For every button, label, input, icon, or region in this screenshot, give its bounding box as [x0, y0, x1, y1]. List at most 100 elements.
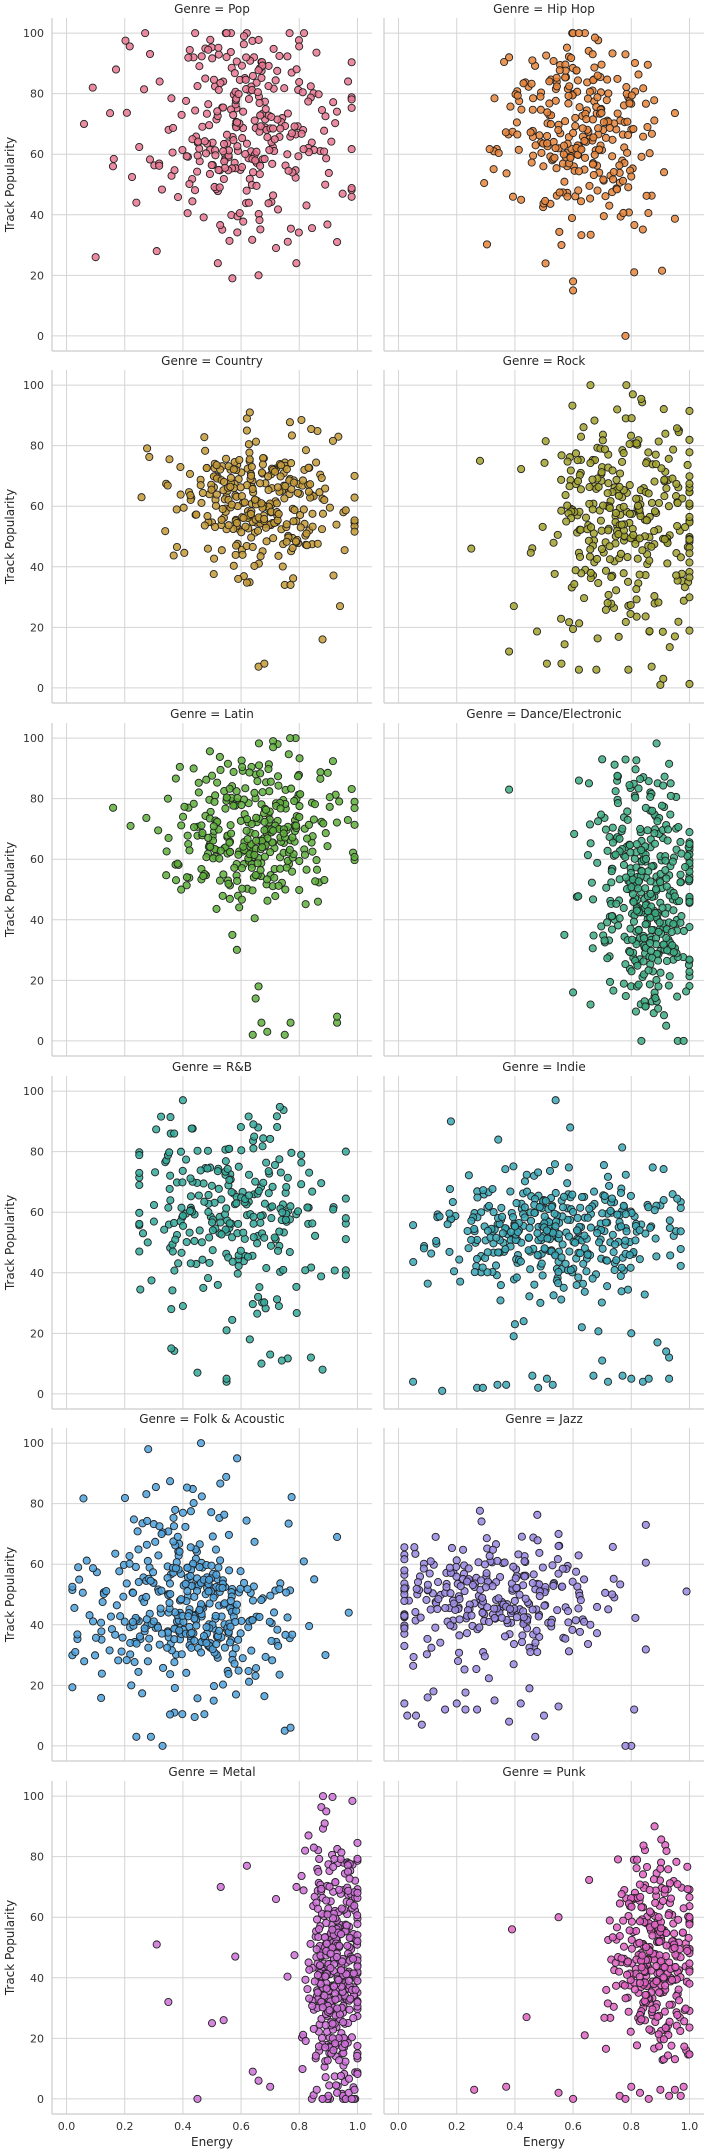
- scatter-point: [580, 153, 590, 162]
- scatter-point: [304, 1958, 313, 1967]
- scatter-point: [648, 1163, 657, 1172]
- scatter-point: [347, 58, 356, 67]
- scatter-point: [178, 1508, 187, 1517]
- scatter-point: [664, 502, 673, 511]
- scatter-point: [207, 1181, 216, 1190]
- scatter-point: [478, 1593, 487, 1602]
- scatter-point: [243, 815, 252, 824]
- scatter-point: [180, 802, 189, 811]
- scatter-point: [560, 177, 569, 186]
- scatter-point: [325, 503, 334, 512]
- scatter-point: [286, 734, 295, 743]
- scatter-point: [632, 756, 641, 765]
- y-tick-label: 100: [23, 1085, 44, 1098]
- scatter-point: [535, 1203, 544, 1212]
- scatter-point: [446, 1621, 455, 1630]
- scatter-point: [289, 517, 298, 526]
- scatter-point: [250, 1132, 259, 1141]
- y-tick-label: 100: [23, 1437, 44, 1450]
- scatter-point: [276, 804, 285, 813]
- scatter-point: [312, 2085, 321, 2094]
- scatter-point: [651, 885, 661, 894]
- scatter-point: [185, 469, 195, 478]
- scatter-point: [155, 1640, 164, 1649]
- scatter-point: [353, 1888, 362, 1897]
- scatter-point: [586, 1620, 595, 1629]
- scatter-point: [605, 1181, 614, 1190]
- scatter-point: [485, 145, 494, 154]
- scatter-point: [485, 1551, 494, 1561]
- scatter-point: [317, 525, 327, 534]
- scatter-point: [580, 1575, 589, 1584]
- scatter-point: [661, 1981, 670, 1990]
- scatter-point: [548, 1561, 557, 1570]
- scatter-point: [660, 772, 669, 781]
- scatter-point: [238, 550, 247, 559]
- scatter-point: [222, 1204, 231, 1213]
- scatter-point: [620, 1981, 629, 1990]
- scatter-point: [127, 172, 137, 182]
- scatter-point: [663, 559, 672, 568]
- scatter-point: [257, 73, 266, 82]
- scatter-point: [255, 1612, 264, 1622]
- scatter-point: [287, 431, 296, 440]
- scatter-point: [664, 1865, 673, 1874]
- scatter-point: [483, 1603, 492, 1612]
- scatter-point: [638, 225, 647, 234]
- scatter-point: [568, 624, 578, 634]
- scatter-point: [570, 829, 579, 839]
- scatter-point: [310, 1977, 319, 1986]
- scatter-point: [580, 1617, 589, 1626]
- scatter-point: [234, 1219, 243, 1228]
- scatter-point: [236, 1122, 245, 1132]
- scatter-point: [205, 169, 214, 179]
- scatter-point: [494, 148, 503, 158]
- scatter-point: [212, 490, 221, 499]
- scatter-point: [609, 1574, 618, 1583]
- scatter-point: [597, 922, 606, 931]
- scatter-point: [683, 1885, 692, 1894]
- scatter-point: [615, 482, 624, 491]
- scatter-point: [206, 842, 215, 851]
- scatter-point: [213, 107, 222, 116]
- scatter-point: [335, 797, 344, 806]
- scatter-point: [557, 659, 566, 668]
- scatter-point: [334, 1975, 343, 1985]
- scatter-point: [642, 459, 651, 468]
- scatter-point: [231, 1617, 240, 1626]
- scatter-point: [229, 110, 238, 120]
- scatter-point: [242, 826, 251, 835]
- scatter-point: [251, 156, 260, 165]
- scatter-point: [473, 1705, 482, 1714]
- scatter-point: [301, 900, 310, 909]
- scatter-point: [347, 95, 356, 104]
- scatter-point: [314, 1925, 324, 1934]
- scatter-point: [216, 846, 225, 855]
- scatter-point: [614, 491, 623, 500]
- scatter-point: [545, 77, 554, 86]
- scatter-point: [170, 166, 179, 175]
- x-tick-label: 0.2: [448, 2120, 466, 2133]
- scatter-point: [561, 1634, 570, 1643]
- scatter-point: [210, 797, 219, 806]
- scatter-point: [328, 757, 338, 766]
- scatter-point: [233, 1454, 242, 1463]
- scatter-point: [351, 1985, 360, 1994]
- scatter-point: [301, 446, 311, 455]
- scatter-point: [270, 1233, 279, 1242]
- scatter-point: [231, 550, 240, 559]
- scatter-point: [554, 126, 563, 135]
- scatter-point: [347, 145, 356, 154]
- scatter-point: [209, 75, 219, 84]
- scatter-point: [685, 828, 694, 837]
- scatter-point: [242, 139, 251, 148]
- scatter-point: [302, 865, 311, 874]
- scatter-point: [310, 1575, 319, 1584]
- scatter-point: [590, 33, 599, 42]
- scatter-point: [207, 1508, 216, 1517]
- scatter-point: [212, 904, 221, 913]
- scatter-point: [627, 1935, 636, 1944]
- scatter-point: [547, 1202, 556, 1211]
- scatter-point: [533, 1168, 543, 1177]
- scatter-point: [280, 494, 289, 503]
